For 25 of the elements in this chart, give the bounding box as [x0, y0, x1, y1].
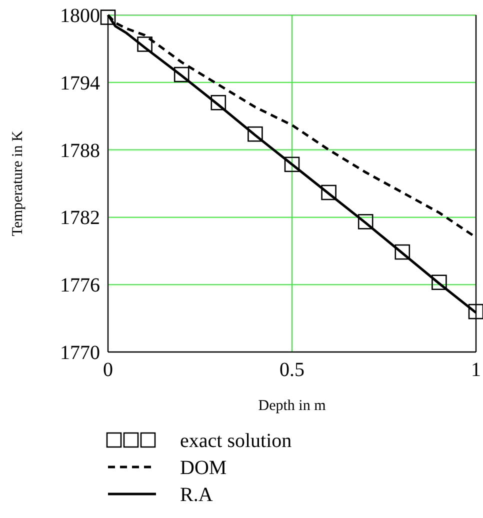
y-tick-label: 1800	[60, 5, 100, 27]
point	[248, 126, 263, 142]
point	[137, 36, 152, 52]
point	[210, 94, 226, 110]
point	[358, 214, 374, 230]
y-tick-label: 1770	[60, 342, 100, 364]
x-tick-label: 0.5	[280, 359, 304, 381]
y-tick-label: 1776	[60, 274, 100, 297]
point	[468, 304, 483, 320]
y-tick-label: 1782	[60, 207, 100, 230]
point	[284, 156, 300, 172]
x-tick-label: 0	[103, 359, 113, 381]
point	[100, 10, 116, 25]
x-tick-label: 1	[471, 359, 481, 381]
legend-label: exact solution	[180, 430, 292, 452]
point	[394, 244, 410, 260]
y-tick-label: 1788	[60, 140, 100, 162]
point	[321, 184, 336, 200]
legend-label: DOM	[180, 457, 227, 479]
y-tick-label: 1794	[60, 72, 100, 94]
x-axis-title: Depth in m	[258, 398, 326, 414]
legend-label: R.A	[180, 484, 214, 506]
point	[174, 66, 190, 82]
y-axis-title: Temperature in K	[10, 130, 26, 236]
point	[432, 274, 447, 290]
